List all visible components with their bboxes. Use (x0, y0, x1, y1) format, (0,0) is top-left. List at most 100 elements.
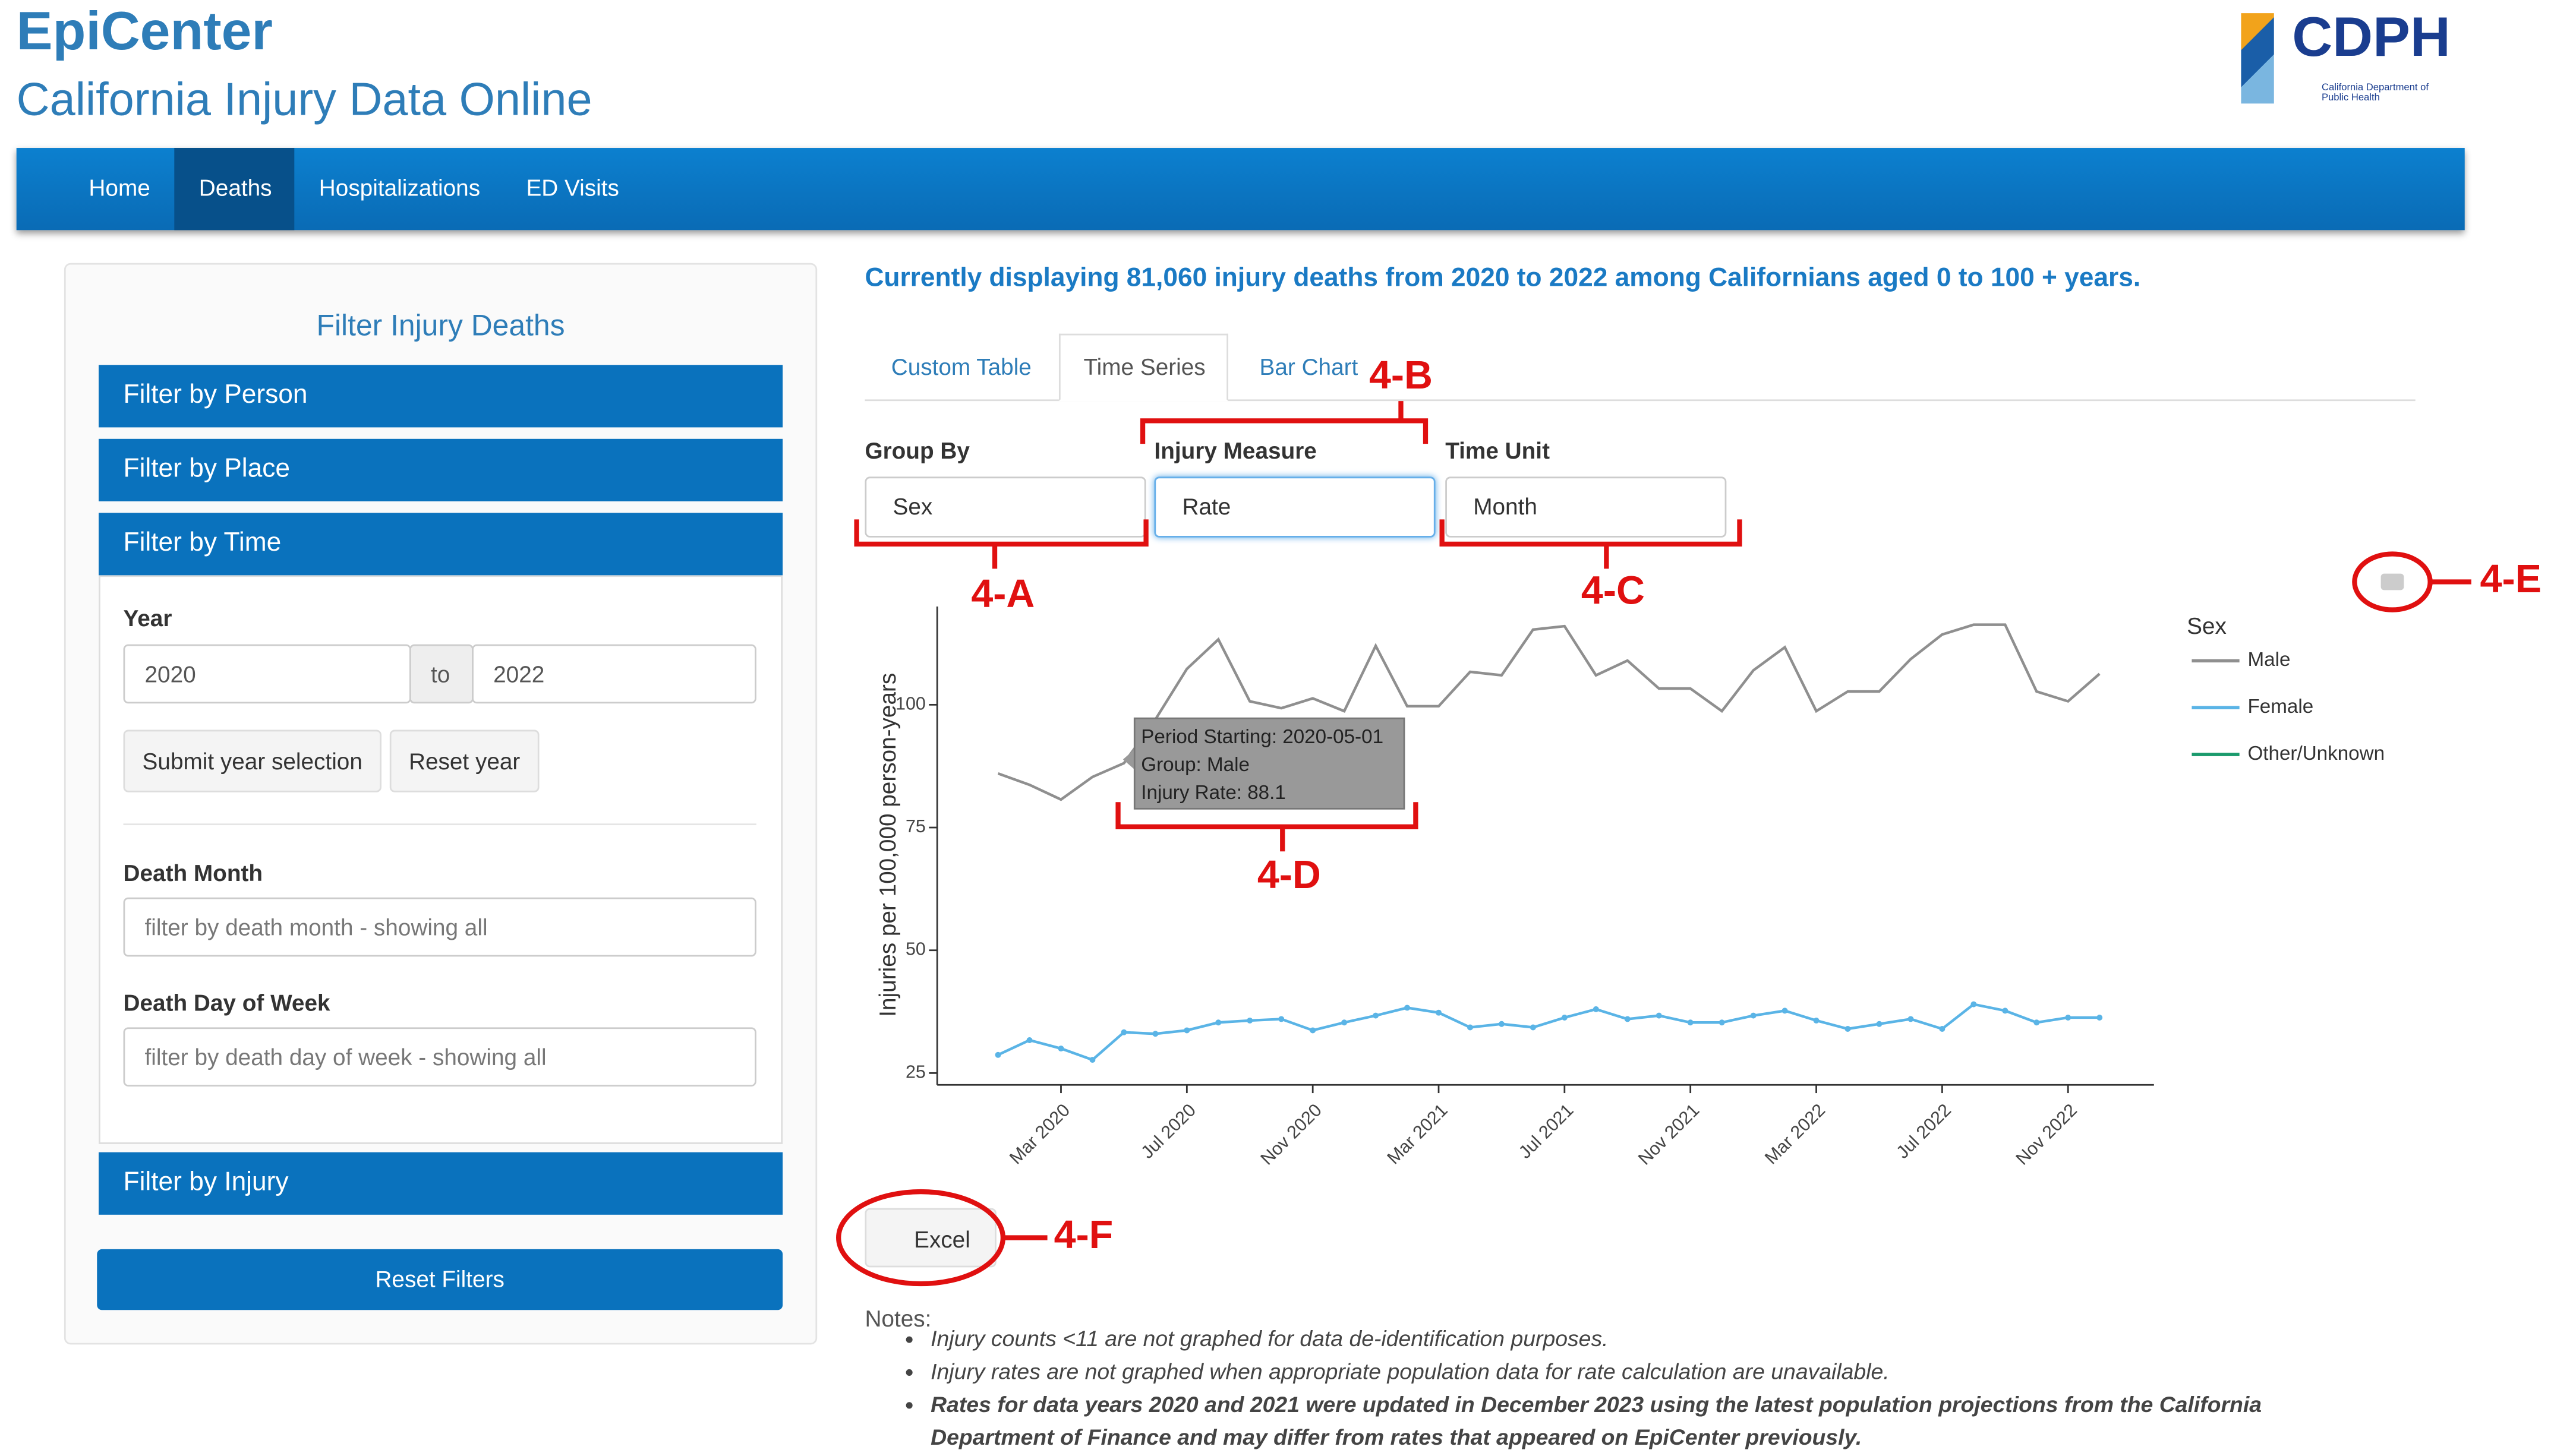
point (1247, 1017, 1253, 1024)
nav-item[interactable]: Deaths (198, 174, 272, 201)
year-to[interactable]: 2022 (472, 644, 756, 704)
summary: Currently displaying 81,060 injury death… (865, 264, 2141, 293)
point (1844, 1025, 1851, 1032)
accordion-header[interactable]: Filter by Person (99, 365, 783, 428)
point (1593, 1006, 1599, 1012)
tab-active (1058, 333, 1228, 402)
point (1907, 1016, 1914, 1022)
point (1939, 1025, 1946, 1032)
divider (123, 823, 756, 826)
accordion-header[interactable]: Filter by Place (99, 438, 783, 501)
y-axis-title: Injuries per 100,000 person-years (875, 673, 901, 1017)
point (1687, 1019, 1694, 1026)
point (995, 1051, 1001, 1058)
series-line (997, 623, 2101, 801)
annotation: 4-D (1257, 853, 1321, 897)
field-label: Death Day of Week (123, 989, 330, 1016)
reset-button[interactable]: Reset Filters (97, 1249, 783, 1310)
month-input[interactable]: filter by death month - showing all (123, 897, 756, 957)
legend-label: Female (2247, 696, 2313, 718)
excel-button[interactable]: Excel (865, 1208, 997, 1268)
point (1436, 1009, 1442, 1016)
y-tick-label: 100 (896, 693, 926, 713)
note: Rates for data years 2020 and 2021 were … (931, 1389, 2345, 1455)
point (1782, 1007, 1788, 1014)
nav-item[interactable]: Hospitalizations (319, 174, 481, 201)
dow-input[interactable]: filter by death day of week - showing al… (123, 1027, 756, 1087)
camera-icon[interactable] (2380, 573, 2404, 590)
point (1624, 1016, 1631, 1022)
control-label: Injury Measure (1154, 437, 1317, 464)
field-label: Death Month (123, 860, 263, 886)
logo: CDPH (2292, 7, 2451, 70)
x-tick-label: Jul 2021 (1515, 1100, 1577, 1163)
point (2002, 1007, 2008, 1014)
y-tick-label: 75 (906, 816, 926, 836)
tooltip-text: Injury Rate: 88.1 (1141, 782, 1286, 804)
tooltip (1133, 717, 1405, 810)
nav-item[interactable]: Home (89, 174, 150, 201)
notes: Injury counts <11 are not graphed for da… (865, 1323, 2344, 1454)
point (1310, 1027, 1316, 1034)
point (1467, 1024, 1473, 1031)
tab[interactable]: Custom Table (891, 353, 1032, 380)
annotation: 4-C (1581, 568, 1645, 612)
button[interactable]: Reset year (389, 729, 540, 792)
legend-label: Other/Unknown (2247, 743, 2385, 765)
note: Injury counts <11 are not graphed for da… (931, 1323, 2345, 1356)
nav-item[interactable]: ED Visits (526, 174, 619, 201)
point (1278, 1016, 1285, 1022)
point (1152, 1031, 1159, 1037)
logo-sub: California Department of Public Health (2322, 84, 2429, 104)
y-tick-label: 25 (906, 1062, 926, 1082)
tooltip-text: Period Starting: 2020-05-01 (1141, 726, 1383, 748)
point (1341, 1019, 1348, 1026)
annotation: 4-B (1369, 353, 1433, 397)
control-label: Time Unit (1445, 437, 1550, 464)
point (1719, 1019, 1725, 1026)
x-tick-label: Mar 2020 (1005, 1100, 1074, 1168)
point (1058, 1046, 1064, 1052)
legend-label: Male (2247, 649, 2290, 671)
app-title: EpiCenter (16, 0, 273, 61)
point (1373, 1012, 1379, 1019)
accordion-header[interactable]: Filter by Time (99, 513, 783, 576)
note: Injury rates are not graphed when approp… (931, 1356, 2345, 1389)
annotation: 4-E (2480, 557, 2542, 601)
point (2096, 1014, 2103, 1021)
circle (836, 1189, 1006, 1287)
bracket (1439, 519, 1742, 569)
button[interactable]: Submit year selection (123, 729, 381, 792)
tab[interactable]: Bar Chart (1259, 353, 1358, 380)
control-label: Group By (865, 437, 970, 464)
year-from[interactable]: 2020 (123, 644, 411, 704)
point (1530, 1024, 1536, 1031)
accordion-header[interactable]: Filter by Injury (99, 1152, 783, 1215)
logo-icon (2241, 13, 2274, 104)
select[interactable]: Month (1445, 476, 1727, 538)
sidebar-title: Filter Injury Deaths (316, 309, 565, 342)
select[interactable]: Sex (865, 476, 1146, 538)
bracket (854, 519, 1149, 569)
annotation: 4-A (971, 572, 1035, 616)
point (1561, 1014, 1568, 1021)
point (1026, 1037, 1033, 1043)
point (1089, 1057, 1096, 1063)
x-tick-label: Mar 2022 (1761, 1100, 1829, 1168)
point (1121, 1029, 1127, 1035)
point (2065, 1014, 2071, 1021)
navbar (16, 148, 2465, 230)
y-tick-label: 50 (906, 939, 926, 959)
notes-title: Notes: (865, 1305, 932, 1332)
app-subtitle: California Injury Data Online (16, 74, 592, 125)
circle (2352, 551, 2433, 612)
tab[interactable]: Time Series (1083, 353, 1206, 380)
point (2033, 1019, 2040, 1026)
point (1215, 1019, 1222, 1026)
x-tick-label: Nov 2022 (2012, 1100, 2081, 1169)
series-line (997, 1003, 2100, 1062)
select[interactable]: Rate (1154, 476, 1436, 538)
point (1184, 1027, 1190, 1034)
